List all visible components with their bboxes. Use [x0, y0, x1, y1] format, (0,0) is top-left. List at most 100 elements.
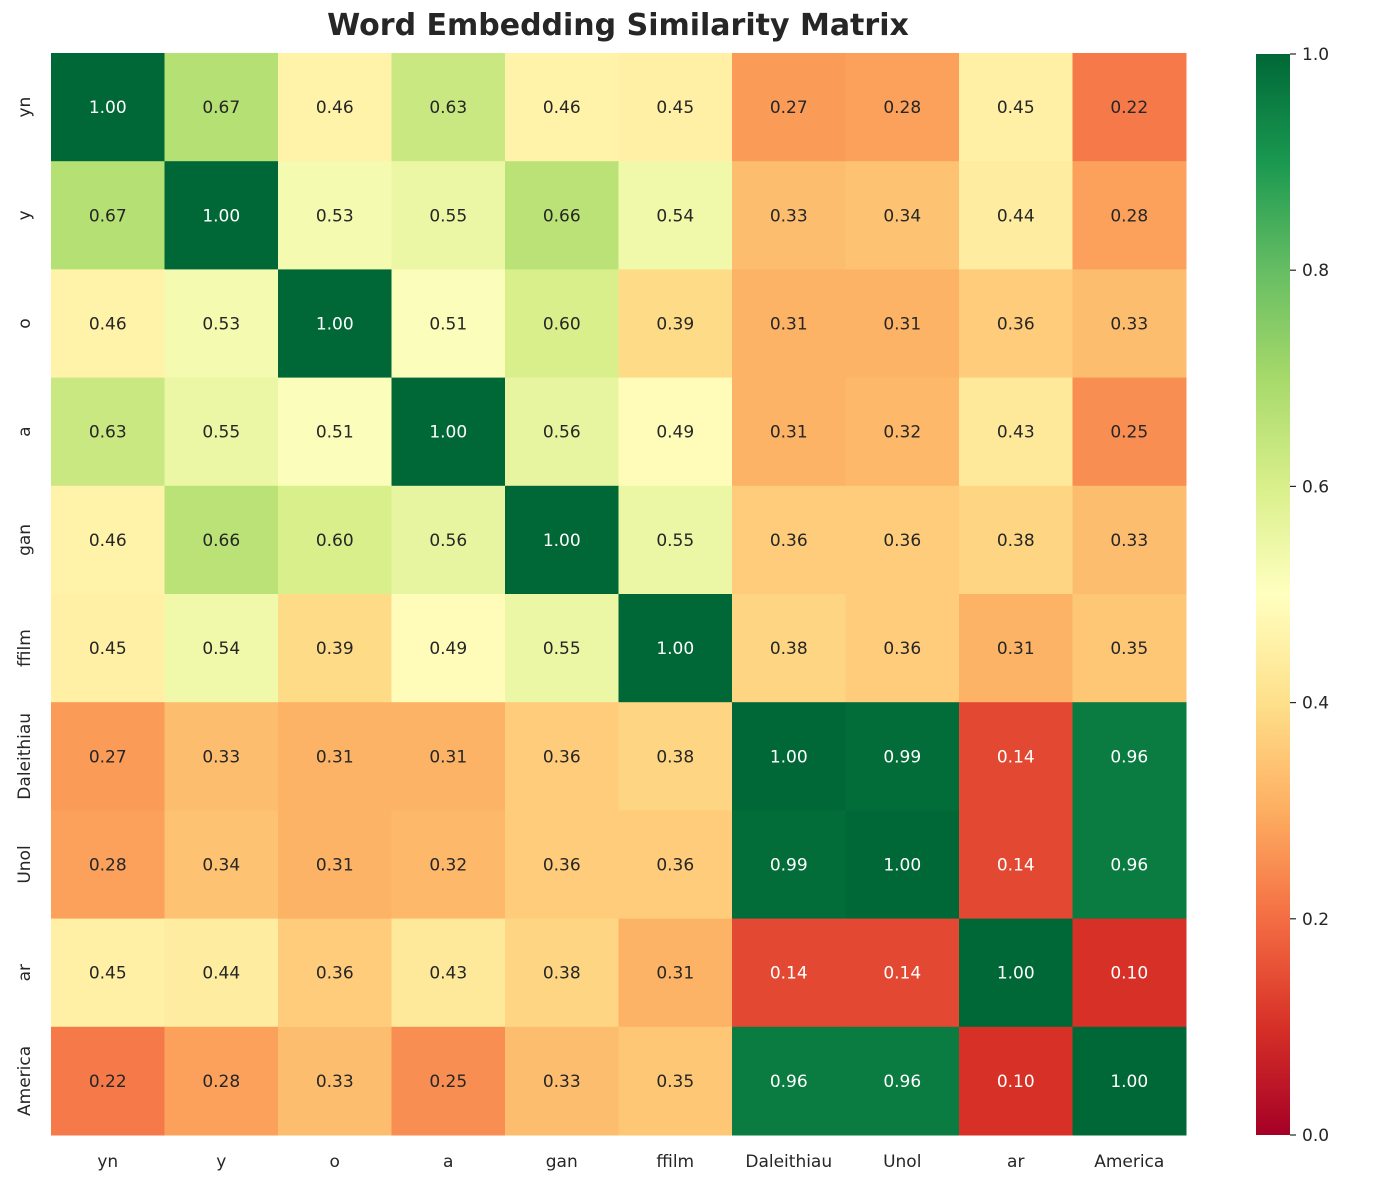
- heatmap-cell: [618, 702, 733, 811]
- heatmap-cell: [845, 485, 960, 595]
- heatmap-cell: [959, 594, 1073, 703]
- heatmap-cell: [732, 1026, 846, 1136]
- cell-value-label: 0.25: [429, 1072, 467, 1092]
- cell-value-label: 1.00: [770, 747, 808, 767]
- heatmap-cell: [845, 594, 960, 703]
- cell-value-label: 0.31: [770, 423, 808, 443]
- cell-value-label: 0.45: [89, 639, 127, 659]
- cell-value-label: 0.39: [656, 315, 694, 335]
- cell-value-label: 0.43: [429, 964, 467, 984]
- cell-value-label: 0.14: [883, 964, 921, 984]
- y-tick-label: a: [15, 426, 35, 436]
- cell-value-label: 0.38: [997, 531, 1035, 551]
- cell-value-label: 0.36: [316, 964, 354, 984]
- heatmap-cell: [1072, 918, 1187, 1028]
- heatmap-cell: [618, 918, 733, 1028]
- y-tick-label: o: [15, 318, 35, 328]
- cell-value-label: 0.27: [770, 98, 808, 118]
- heatmap-cell: [845, 53, 960, 162]
- cell-value-label: 1.00: [202, 206, 240, 226]
- cell-value-label: 0.34: [202, 856, 240, 876]
- heatmap-cell: [959, 377, 1073, 487]
- cell-value-label: 0.36: [883, 639, 921, 659]
- cell-value-label: 0.46: [316, 98, 354, 118]
- cell-value-label: 0.14: [770, 964, 808, 984]
- heatmap-cell: [732, 594, 846, 703]
- heatmap-cell: [164, 377, 279, 487]
- cell-value-label: 0.51: [429, 315, 467, 335]
- heatmap-cell: [164, 810, 279, 920]
- heatmap-cell: [51, 377, 165, 487]
- cell-value-label: 0.36: [543, 856, 581, 876]
- heatmap-cell: [164, 161, 279, 270]
- heatmap-cell: [391, 1026, 506, 1136]
- heatmap-cell: [278, 1026, 392, 1136]
- heatmap-cell: [1072, 1026, 1187, 1136]
- heatmap-cell: [845, 918, 960, 1028]
- cell-value-label: 0.36: [883, 531, 921, 551]
- cell-value-label: 0.96: [1110, 856, 1148, 876]
- heatmap-cell: [505, 594, 619, 703]
- heatmap-cell: [618, 269, 733, 379]
- y-tick-label: gan: [15, 524, 35, 556]
- heatmap-cell: [618, 485, 733, 595]
- cell-value-label: 0.67: [202, 98, 240, 118]
- cell-value-label: 0.96: [1110, 747, 1148, 767]
- heatmap-cell: [391, 53, 506, 162]
- y-tick-label: Unol: [15, 845, 35, 883]
- heatmap-cell: [959, 269, 1073, 379]
- cell-value-label: 0.28: [1110, 206, 1148, 226]
- heatmap-cell: [505, 1026, 619, 1136]
- cell-value-label: 0.28: [202, 1072, 240, 1092]
- cell-value-label: 1.00: [1110, 1072, 1148, 1092]
- cell-value-label: 0.25: [1110, 423, 1148, 443]
- x-tick-label: yn: [97, 1152, 118, 1172]
- heatmap-cell: [164, 702, 279, 811]
- heatmap-cell: [1072, 702, 1187, 811]
- cell-value-label: 0.38: [770, 639, 808, 659]
- heatmap-cell: [505, 918, 619, 1028]
- colorbar-tick-label: 0.8: [1302, 261, 1329, 281]
- y-tick-label: yn: [15, 97, 35, 118]
- heatmap-cell: [505, 377, 619, 487]
- cell-value-label: 0.10: [1110, 964, 1148, 984]
- heatmap-cell: [505, 702, 619, 811]
- y-tick-label: ffilm: [15, 629, 35, 667]
- cell-value-label: 0.33: [770, 206, 808, 226]
- heatmap-cell: [1072, 161, 1187, 270]
- colorbar-tick-label: 0.4: [1302, 694, 1329, 714]
- y-tick-label: y: [15, 210, 35, 220]
- heatmap-cell: [391, 377, 506, 487]
- heatmap-cell: [732, 918, 846, 1028]
- heatmap-cell: [164, 485, 279, 595]
- heatmap-cell: [618, 810, 733, 920]
- cell-value-label: 0.54: [656, 206, 694, 226]
- cell-value-label: 0.43: [997, 423, 1035, 443]
- x-tick-label: Daleithiau: [745, 1152, 832, 1172]
- cell-value-label: 0.60: [316, 531, 354, 551]
- heatmap-cell: [278, 53, 392, 162]
- x-tick-label: ar: [1007, 1152, 1024, 1172]
- cell-value-label: 0.66: [543, 206, 581, 226]
- cell-value-label: 0.44: [997, 206, 1035, 226]
- heatmap-cell: [278, 485, 392, 595]
- heatmap-cell: [278, 161, 392, 270]
- cell-value-label: 0.36: [770, 531, 808, 551]
- cell-value-label: 0.49: [656, 423, 694, 443]
- x-tick-label: a: [443, 1152, 453, 1172]
- heatmap-cell: [618, 377, 733, 487]
- cell-value-label: 1.00: [656, 639, 694, 659]
- heatmap-cell: [1072, 377, 1187, 487]
- heatmap-cell: [391, 485, 506, 595]
- heatmap-cell: [732, 53, 846, 162]
- heatmap-cell: [845, 377, 960, 487]
- cell-value-label: 0.31: [997, 639, 1035, 659]
- cell-value-label: 0.99: [883, 747, 921, 767]
- colorbar: [1256, 54, 1290, 1135]
- heatmap-cell: [51, 161, 165, 270]
- heatmap-cell: [391, 594, 506, 703]
- colorbar-tick-label: 0.6: [1302, 477, 1329, 497]
- cell-value-label: 0.27: [89, 747, 127, 767]
- heatmap-cell: [505, 485, 619, 595]
- cell-value-label: 0.32: [429, 856, 467, 876]
